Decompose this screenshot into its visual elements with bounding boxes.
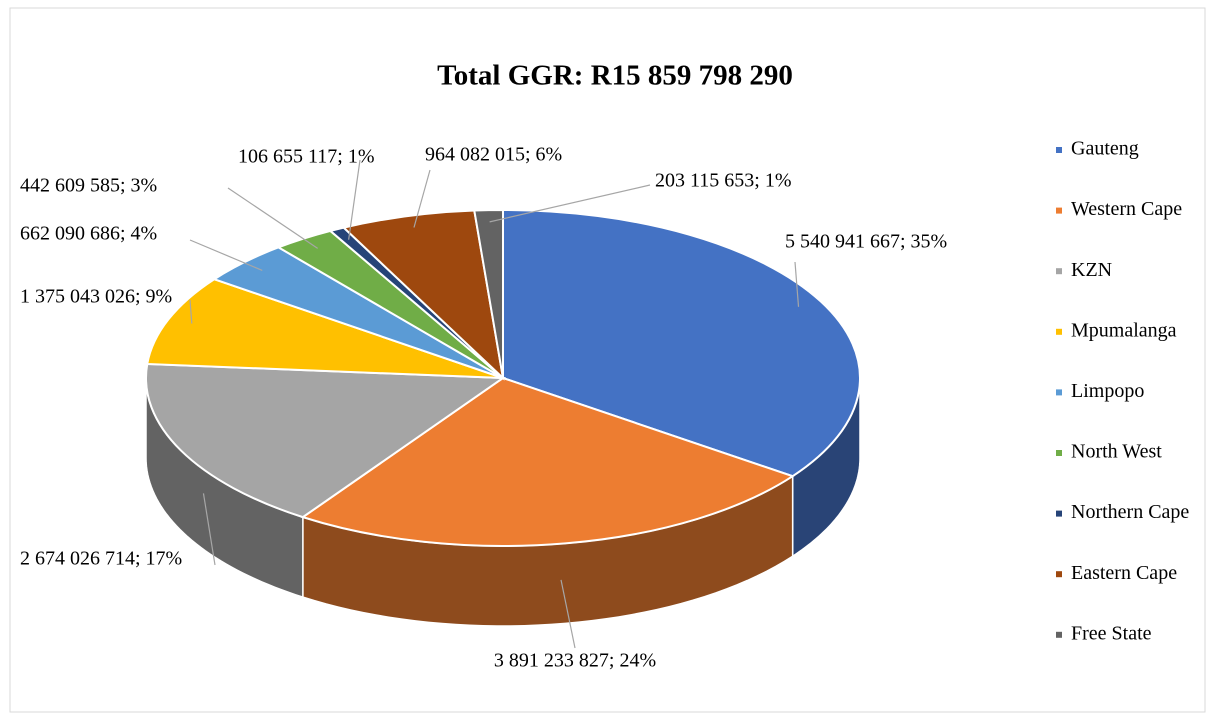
- leader-line: [202, 493, 216, 566]
- slice: [473, 208, 504, 379]
- legend-label: Eastern Cape: [1071, 562, 1177, 584]
- data-label: 1 375 043 026; 9%: [20, 286, 172, 308]
- legend-swatch: [1056, 450, 1062, 456]
- legend-swatch: [1056, 207, 1062, 214]
- slice: [145, 362, 507, 519]
- legend-label: Gauteng: [1071, 138, 1139, 160]
- legend-swatch: [1056, 571, 1062, 578]
- legend-label: North West: [1071, 441, 1162, 463]
- leader-line: [489, 184, 651, 223]
- slice: [300, 376, 795, 547]
- legend-label: Northern Cape: [1071, 501, 1189, 523]
- slice: [341, 209, 505, 381]
- legend-label: Western Cape: [1071, 198, 1182, 220]
- data-label: 964 082 015; 6%: [425, 144, 562, 166]
- legend-label: Free State: [1071, 622, 1152, 644]
- data-label: 3 891 233 827; 24%: [494, 650, 656, 672]
- legend-swatch: [1056, 147, 1062, 153]
- leader-line: [227, 187, 318, 249]
- legend-swatch: [1056, 631, 1062, 638]
- data-label: 203 115 653; 1%: [655, 170, 791, 192]
- data-label: 662 090 686; 4%: [20, 223, 157, 245]
- leader-line: [560, 579, 576, 649]
- leader-line: [189, 239, 263, 271]
- legend-swatch: [1056, 328, 1062, 335]
- legend-swatch: [1056, 510, 1062, 517]
- legend-label: Mpumalanga: [1071, 319, 1177, 341]
- legend-swatch: [1056, 389, 1062, 396]
- legend-swatch: [1056, 268, 1062, 275]
- data-label: 2 674 026 714; 17%: [20, 548, 182, 570]
- slice: [502, 208, 861, 478]
- slice: [146, 278, 504, 379]
- data-label: 5 540 941 667; 35%: [785, 231, 947, 253]
- legend-label: KZN: [1071, 259, 1112, 281]
- chart-title: Total GGR: R15 859 798 290: [437, 60, 793, 92]
- legend-label: Limpopo: [1071, 380, 1144, 402]
- leader-line: [189, 299, 193, 324]
- data-label: 106 655 117; 1%: [238, 146, 374, 168]
- data-label: 442 609 585; 3%: [20, 175, 157, 197]
- leader-line: [413, 169, 431, 228]
- leader-line: [794, 261, 800, 307]
- leader-line: [348, 159, 361, 240]
